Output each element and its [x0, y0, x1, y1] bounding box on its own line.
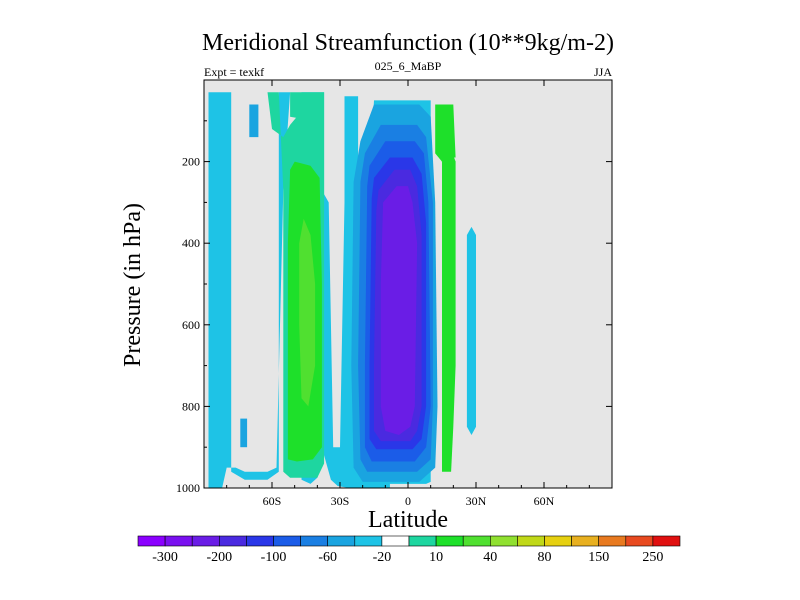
- colorbar-swatch: [219, 535, 247, 547]
- colorbar-swatch: [598, 535, 627, 547]
- colorbar-label: 250: [642, 550, 663, 565]
- x-tick-label: 60N: [534, 494, 555, 508]
- colorbar-label: 150: [588, 550, 609, 565]
- contour-fill-layer: [208, 92, 476, 488]
- colorbar-label: -100: [261, 550, 287, 565]
- contour-region-nh-blue-small: [466, 226, 476, 435]
- y-tick-label: 400: [182, 236, 200, 250]
- colorbar-label: -20: [373, 550, 392, 565]
- colorbar-label: 10: [429, 550, 443, 565]
- contour-region-nh-green-strip: [442, 149, 456, 472]
- colorbar-swatch: [327, 535, 356, 547]
- x-tick-label: 30S: [331, 494, 350, 508]
- season-label: JJA: [594, 65, 612, 79]
- colorbar-swatch: [625, 535, 654, 547]
- colorbar-swatch: [517, 535, 545, 547]
- chart-title: Meridional Streamfunction (10**9kg/m-2): [202, 30, 614, 56]
- colorbar: -300 -200 -100 -60 -20 10 40 80 150 250: [137, 535, 681, 565]
- colorbar-swatch: [571, 535, 599, 547]
- colorbar-swatch: [354, 535, 383, 547]
- y-axis-label: Pressure (in hPa): [120, 203, 146, 367]
- colorbar-swatch: [246, 535, 274, 547]
- colorbar-label: 80: [538, 550, 552, 565]
- colorbar-label: -60: [318, 550, 337, 565]
- colorbar-label: -300: [152, 550, 178, 565]
- contour-region-sh-yellowgreen: [299, 218, 316, 407]
- colorbar-label: 40: [483, 550, 497, 565]
- experiment-label: Expt = texkf: [204, 65, 264, 79]
- colorbar-swatch: [408, 535, 437, 547]
- x-tick-label: 60S: [263, 494, 282, 508]
- y-axis-ticks: 200 400 600 800 1000: [176, 120, 612, 495]
- colorbar-swatch: [462, 535, 491, 547]
- colorbar-swatch: [137, 535, 166, 547]
- colorbar-swatch: [489, 535, 518, 547]
- y-tick-label: 200: [182, 155, 200, 169]
- y-tick-label: 800: [182, 399, 200, 413]
- colorbar-swatch: [164, 535, 193, 547]
- colorbar-swatch: [381, 535, 410, 547]
- contour-region-sh-inner-band-2: [240, 418, 248, 448]
- x-tick-label: 0: [405, 494, 411, 508]
- colorbar-label: -200: [206, 550, 232, 565]
- colorbar-swatch: [300, 535, 329, 547]
- y-tick-label: 1000: [176, 481, 200, 495]
- colorbar-swatch: [652, 535, 681, 547]
- x-tick-label: 30N: [466, 494, 487, 508]
- contour-region-equatorial-cell-l6: [380, 186, 418, 435]
- colorbar-swatch: [273, 535, 301, 547]
- y-tick-label: 600: [182, 318, 200, 332]
- period-label: 025_6_MaBP: [375, 59, 442, 73]
- contour-region-sh-inner-band-1: [249, 104, 259, 138]
- x-axis-label: Latitude: [368, 507, 448, 533]
- contour-region-nh-green-top: [435, 104, 456, 162]
- colorbar-swatch: [191, 535, 220, 547]
- x-axis-ticks: 60S 30S 0 30N 60N: [226, 80, 590, 508]
- colorbar-swatch: [435, 535, 464, 547]
- colorbar-swatch: [544, 535, 572, 547]
